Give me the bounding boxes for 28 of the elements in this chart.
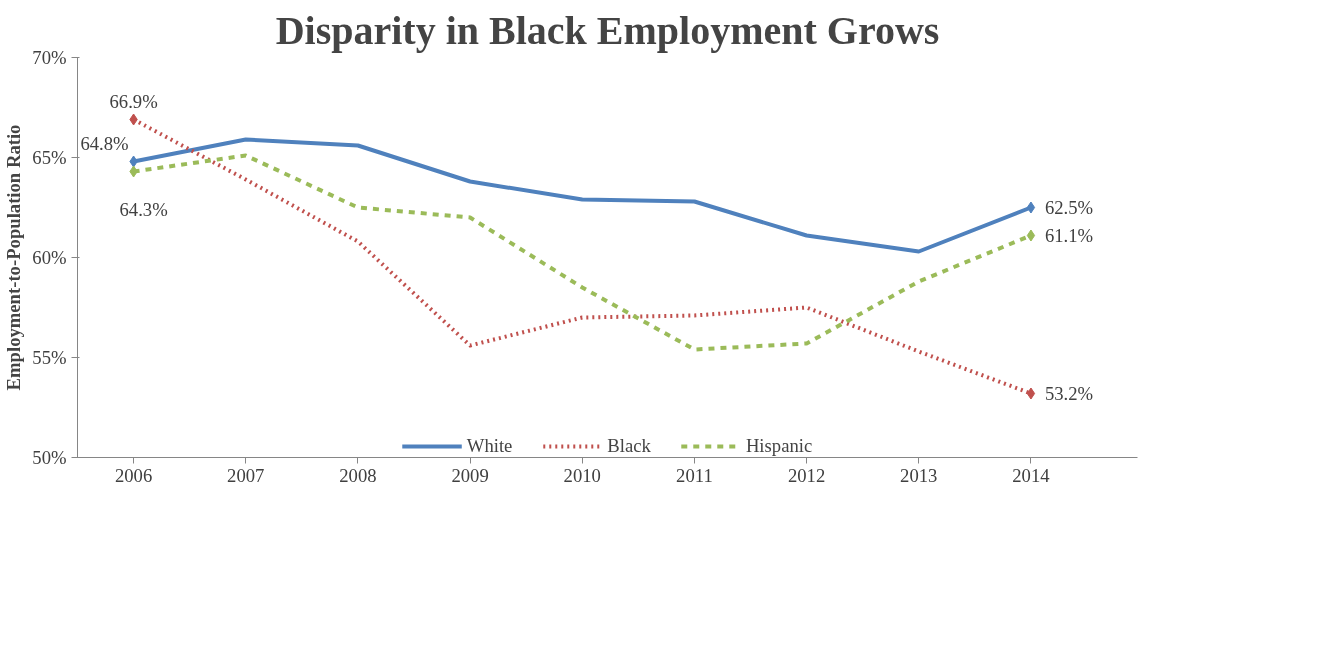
y-tick-label: 65% bbox=[32, 147, 67, 168]
y-tick-label: 60% bbox=[32, 247, 67, 268]
data-label: 66.9% bbox=[109, 91, 158, 112]
x-tick-label: 2010 bbox=[563, 464, 601, 486]
point bbox=[1026, 201, 1036, 214]
x-tick-label: 2009 bbox=[451, 464, 489, 486]
x-tick-label: 2007 bbox=[227, 464, 265, 486]
data-label: 64.8% bbox=[80, 133, 129, 154]
legend-label: Black bbox=[607, 435, 651, 457]
x-tick-label: 2006 bbox=[114, 464, 153, 486]
data-label: 53.2% bbox=[1044, 383, 1094, 404]
y-axis-title: Employment-to-Population Ratio bbox=[3, 124, 25, 391]
point bbox=[1026, 229, 1036, 242]
y-tick-label: 50% bbox=[32, 447, 67, 468]
y-tick-label: 70% bbox=[32, 47, 67, 68]
x-tick-label: 2011 bbox=[676, 464, 713, 486]
x-tick-label: 2014 bbox=[1012, 464, 1051, 486]
data-label: 62.5% bbox=[1044, 197, 1094, 218]
y-tick-label: 55% bbox=[32, 347, 67, 368]
chart-title: Disparity in Black Employment Grows bbox=[275, 7, 940, 53]
data-label: 61.1% bbox=[1044, 225, 1094, 246]
point bbox=[1026, 387, 1036, 400]
x-tick-label: 2013 bbox=[900, 464, 938, 486]
legend-label: White bbox=[466, 435, 513, 457]
legend-label: Hispanic bbox=[745, 435, 813, 457]
x-tick-label: 2012 bbox=[787, 464, 826, 486]
data-label: 64.3% bbox=[119, 199, 168, 220]
x-tick-label: 2008 bbox=[339, 464, 377, 486]
